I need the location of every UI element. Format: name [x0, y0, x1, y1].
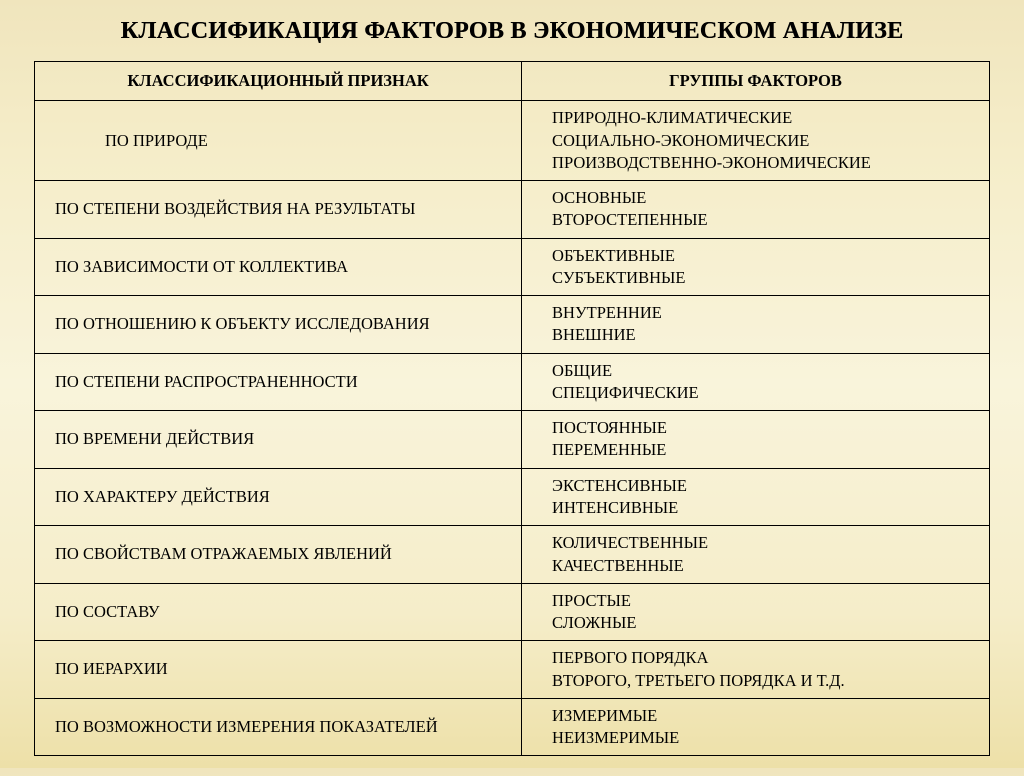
cell-groups: ОБЩИЕСПЕЦИФИЧЕСКИЕ [522, 353, 990, 411]
cell-groups: ПЕРВОГО ПОРЯДКАВТОРОГО, ТРЕТЬЕГО ПОРЯДКА… [522, 641, 990, 699]
cell-criterion: ПО СТЕПЕНИ ВОЗДЕЙСТВИЯ НА РЕЗУЛЬТАТЫ [35, 181, 522, 239]
cell-groups: КОЛИЧЕСТВЕННЫЕКАЧЕСТВЕННЫЕ [522, 526, 990, 584]
cell-criterion: ПО СОСТАВУ [35, 583, 522, 641]
table-row: ПО ОТНОШЕНИЮ К ОБЪЕКТУ ИССЛЕДОВАНИЯВНУТР… [35, 296, 990, 354]
cell-groups: ОБЪЕКТИВНЫЕСУБЪЕКТИВНЫЕ [522, 238, 990, 296]
cell-groups: ИЗМЕРИМЫЕНЕИЗМЕРИМЫЕ [522, 698, 990, 756]
cell-criterion: ПО СВОЙСТВАМ ОТРАЖАЕМЫХ ЯВЛЕНИЙ [35, 526, 522, 584]
table-row: ПО СТЕПЕНИ ВОЗДЕЙСТВИЯ НА РЕЗУЛЬТАТЫОСНО… [35, 181, 990, 239]
cell-criterion: ПО ВРЕМЕНИ ДЕЙСТВИЯ [35, 411, 522, 469]
cell-groups: ПОСТОЯННЫЕПЕРЕМЕННЫЕ [522, 411, 990, 469]
cell-criterion: ПО ЗАВИСИМОСТИ ОТ КОЛЛЕКТИВА [35, 238, 522, 296]
slide-title: КЛАССИФИКАЦИЯ ФАКТОРОВ В ЭКОНОМИЧЕСКОМ А… [34, 18, 990, 45]
cell-criterion: ПО ПРИРОДЕ [35, 101, 522, 181]
cell-groups: ПРОСТЫЕСЛОЖНЫЕ [522, 583, 990, 641]
cell-criterion: ПО ВОЗМОЖНОСТИ ИЗМЕРЕНИЯ ПОКАЗАТЕЛЕЙ [35, 698, 522, 756]
cell-criterion: ПО ИЕРАРХИИ [35, 641, 522, 699]
slide: КЛАССИФИКАЦИЯ ФАКТОРОВ В ЭКОНОМИЧЕСКОМ А… [0, 0, 1024, 776]
header-right: ГРУППЫ ФАКТОРОВ [522, 62, 990, 101]
cell-groups: ВНУТРЕННИЕВНЕШНИЕ [522, 296, 990, 354]
cell-criterion: ПО ОТНОШЕНИЮ К ОБЪЕКТУ ИССЛЕДОВАНИЯ [35, 296, 522, 354]
cell-groups: ЭКСТЕНСИВНЫЕИНТЕНСИВНЫЕ [522, 468, 990, 526]
cell-groups: ОСНОВНЫЕВТОРОСТЕПЕННЫЕ [522, 181, 990, 239]
table-row: ПО ПРИРОДЕПРИРОДНО-КЛИМАТИЧЕСКИЕСОЦИАЛЬН… [35, 101, 990, 181]
cell-criterion: ПО СТЕПЕНИ РАСПРОСТРАНЕННОСТИ [35, 353, 522, 411]
cell-criterion: ПО ХАРАКТЕРУ ДЕЙСТВИЯ [35, 468, 522, 526]
table-body: ПО ПРИРОДЕПРИРОДНО-КЛИМАТИЧЕСКИЕСОЦИАЛЬН… [35, 101, 990, 756]
classification-table: КЛАССИФИКАЦИОННЫЙ ПРИЗНАК ГРУППЫ ФАКТОРО… [34, 61, 990, 756]
table-row: ПО ИЕРАРХИИПЕРВОГО ПОРЯДКАВТОРОГО, ТРЕТЬ… [35, 641, 990, 699]
cell-groups: ПРИРОДНО-КЛИМАТИЧЕСКИЕСОЦИАЛЬНО-ЭКОНОМИЧ… [522, 101, 990, 181]
table-row: ПО СТЕПЕНИ РАСПРОСТРАНЕННОСТИОБЩИЕСПЕЦИФ… [35, 353, 990, 411]
table-row: ПО ЗАВИСИМОСТИ ОТ КОЛЛЕКТИВАОБЪЕКТИВНЫЕС… [35, 238, 990, 296]
table-row: ПО ВОЗМОЖНОСТИ ИЗМЕРЕНИЯ ПОКАЗАТЕЛЕЙИЗМЕ… [35, 698, 990, 756]
table-row: ПО ВРЕМЕНИ ДЕЙСТВИЯПОСТОЯННЫЕПЕРЕМЕННЫЕ [35, 411, 990, 469]
table-row: ПО ХАРАКТЕРУ ДЕЙСТВИЯЭКСТЕНСИВНЫЕИНТЕНСИ… [35, 468, 990, 526]
table-header-row: КЛАССИФИКАЦИОННЫЙ ПРИЗНАК ГРУППЫ ФАКТОРО… [35, 62, 990, 101]
header-left: КЛАССИФИКАЦИОННЫЙ ПРИЗНАК [35, 62, 522, 101]
table-row: ПО СОСТАВУПРОСТЫЕСЛОЖНЫЕ [35, 583, 990, 641]
table-row: ПО СВОЙСТВАМ ОТРАЖАЕМЫХ ЯВЛЕНИЙКОЛИЧЕСТВ… [35, 526, 990, 584]
